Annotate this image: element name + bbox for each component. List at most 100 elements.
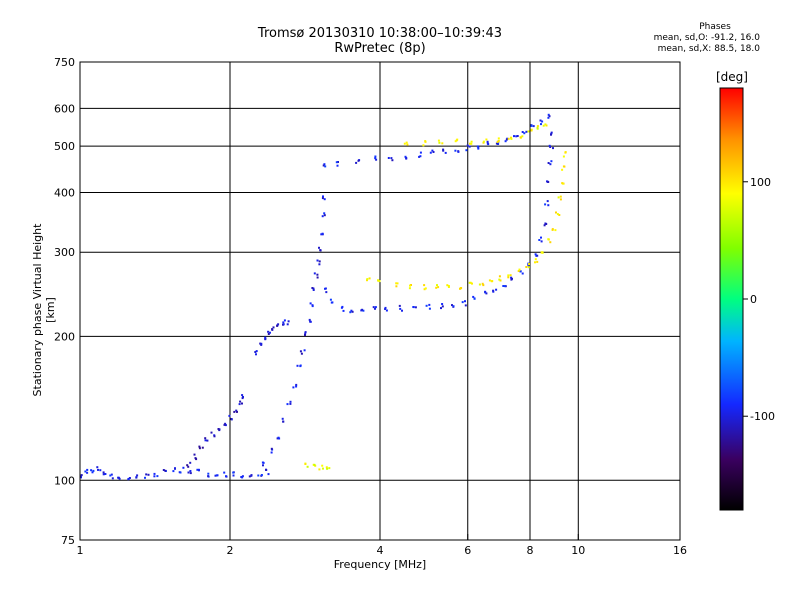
data-point bbox=[516, 135, 519, 137]
data-point bbox=[556, 213, 559, 216]
x-tick-label: 16 bbox=[673, 544, 687, 557]
data-point bbox=[442, 148, 445, 151]
data-point bbox=[262, 464, 264, 467]
data-point bbox=[540, 123, 542, 126]
data-point bbox=[224, 422, 227, 425]
y-tick-label: 75 bbox=[61, 534, 75, 547]
data-point bbox=[422, 144, 425, 147]
data-point bbox=[193, 453, 196, 456]
data-point bbox=[521, 131, 524, 133]
data-point bbox=[186, 464, 189, 467]
data-point bbox=[321, 215, 324, 218]
x-tick-label: 6 bbox=[464, 544, 471, 557]
data-point bbox=[218, 429, 221, 432]
data-point bbox=[441, 303, 444, 305]
data-point bbox=[469, 281, 472, 284]
data-point bbox=[351, 310, 354, 313]
data-point bbox=[260, 474, 263, 476]
data-point bbox=[206, 439, 209, 442]
data-point bbox=[204, 437, 207, 440]
data-point bbox=[97, 468, 99, 471]
data-point bbox=[456, 138, 459, 141]
data-point bbox=[295, 383, 298, 386]
data-point bbox=[86, 468, 89, 471]
data-point bbox=[523, 132, 526, 135]
data-point bbox=[461, 301, 464, 304]
data-point bbox=[395, 282, 398, 285]
colorbar-ticks: 100 0 -100 bbox=[743, 176, 775, 423]
data-point bbox=[144, 476, 146, 479]
data-point bbox=[437, 139, 440, 142]
data-point bbox=[325, 466, 328, 469]
data-point bbox=[510, 137, 513, 140]
data-point bbox=[198, 447, 201, 450]
data-point bbox=[308, 318, 311, 321]
data-point bbox=[318, 263, 321, 266]
data-point bbox=[423, 284, 426, 287]
data-point bbox=[541, 120, 544, 123]
data-point bbox=[262, 461, 265, 464]
data-point bbox=[545, 124, 548, 127]
data-point bbox=[147, 473, 150, 476]
data-point bbox=[153, 475, 156, 478]
data-point bbox=[282, 321, 285, 324]
data-point bbox=[92, 469, 95, 472]
x-axis-label: Frequency [MHz] bbox=[333, 558, 427, 571]
data-point bbox=[446, 284, 449, 287]
data-point bbox=[230, 418, 233, 421]
data-point bbox=[179, 471, 182, 474]
data-point bbox=[488, 279, 491, 282]
y-tick-label: 400 bbox=[54, 186, 75, 199]
data-point bbox=[551, 228, 554, 231]
data-point bbox=[236, 410, 238, 413]
data-point bbox=[102, 473, 105, 476]
data-point bbox=[311, 287, 314, 289]
data-point bbox=[270, 447, 273, 450]
data-point bbox=[540, 240, 543, 243]
data-point bbox=[465, 149, 468, 152]
data-point bbox=[287, 320, 290, 323]
data-point bbox=[84, 470, 87, 473]
data-point bbox=[440, 307, 442, 310]
data-point bbox=[484, 290, 487, 293]
data-point bbox=[286, 403, 289, 406]
data-point bbox=[491, 280, 494, 283]
data-point bbox=[80, 476, 82, 479]
data-point bbox=[321, 197, 324, 200]
data-point bbox=[276, 324, 279, 327]
data-point bbox=[534, 258, 537, 261]
data-point bbox=[499, 279, 502, 282]
data-point bbox=[435, 286, 438, 289]
data-point bbox=[281, 417, 284, 420]
data-point bbox=[204, 439, 207, 442]
data-point bbox=[241, 475, 244, 478]
data-point bbox=[384, 308, 387, 310]
data-point bbox=[309, 302, 312, 305]
data-point bbox=[299, 350, 302, 353]
data-point bbox=[562, 155, 565, 158]
data-point bbox=[401, 309, 403, 312]
x-tick-label: 10 bbox=[571, 544, 585, 557]
data-point bbox=[357, 159, 360, 162]
data-point bbox=[544, 123, 547, 126]
data-point bbox=[267, 333, 270, 335]
data-point bbox=[278, 437, 281, 440]
data-point bbox=[362, 309, 365, 312]
chart-title-line1: Tromsø 20130310 10:38:00–10:39:43 bbox=[257, 26, 503, 41]
data-point bbox=[223, 471, 226, 474]
data-point bbox=[510, 276, 513, 279]
data-point bbox=[323, 163, 326, 166]
data-point bbox=[547, 238, 550, 241]
data-point bbox=[452, 305, 455, 308]
data-point bbox=[375, 158, 378, 161]
data-point bbox=[536, 125, 539, 128]
data-point bbox=[241, 397, 244, 400]
y-tick-label: 750 bbox=[54, 56, 75, 69]
data-point bbox=[264, 338, 267, 341]
data-point bbox=[504, 140, 507, 143]
data-point bbox=[559, 198, 562, 201]
data-point bbox=[374, 307, 376, 310]
data-point bbox=[214, 474, 217, 477]
data-point bbox=[431, 149, 434, 152]
data-point bbox=[366, 279, 368, 282]
